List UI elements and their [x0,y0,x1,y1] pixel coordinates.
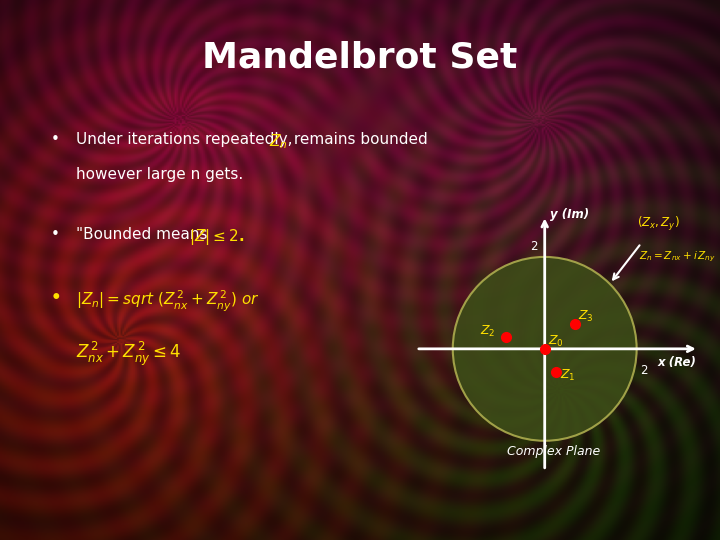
Text: Mandelbrot Set: Mandelbrot Set [202,40,518,75]
Text: $Z_1$: $Z_1$ [560,368,575,383]
Text: $Z_3$: $Z_3$ [578,309,594,324]
Text: $Z_2$: $Z_2$ [480,324,496,339]
Text: •: • [50,227,59,242]
Text: •: • [50,132,59,147]
Text: Under iterations repeatedly,: Under iterations repeatedly, [76,132,295,147]
Text: $\mathit{| Z | \leq 2}$.: $\mathit{| Z | \leq 2}$. [189,227,244,247]
Text: •: • [50,289,61,307]
Circle shape [453,257,636,441]
Text: $\mathit{Z_n}$: $\mathit{Z_n}$ [269,132,287,151]
Text: 2: 2 [640,363,648,376]
Text: remains bounded: remains bounded [289,132,428,147]
Text: $\mathit{| Z_n | = sqrt\ ( Z_{nx}^{\,2} + Z_{ny}^{\,2})\ or}$: $\mathit{| Z_n | = sqrt\ ( Z_{nx}^{\,2} … [76,289,259,314]
Text: $(Z_x, Z_y)$: $(Z_x, Z_y)$ [636,215,680,233]
Text: 2: 2 [531,240,538,253]
Text: $\mathit{Z_{nx}^{\,2} + Z_{ny}^{\,2} \leq 4}$: $\mathit{Z_{nx}^{\,2} + Z_{ny}^{\,2} \le… [76,340,181,368]
Text: y (Im): y (Im) [550,208,590,221]
Text: Complex Plane: Complex Plane [508,444,600,457]
Text: $Z_0$: $Z_0$ [549,334,564,349]
Text: x (Re): x (Re) [657,356,696,369]
Text: $Z_n = Z_{nx} + i\,Z_{ny}$: $Z_n = Z_{nx} + i\,Z_{ny}$ [639,249,716,264]
Text: "Bounded means: "Bounded means [76,227,207,242]
Text: however large n gets.: however large n gets. [76,167,243,183]
